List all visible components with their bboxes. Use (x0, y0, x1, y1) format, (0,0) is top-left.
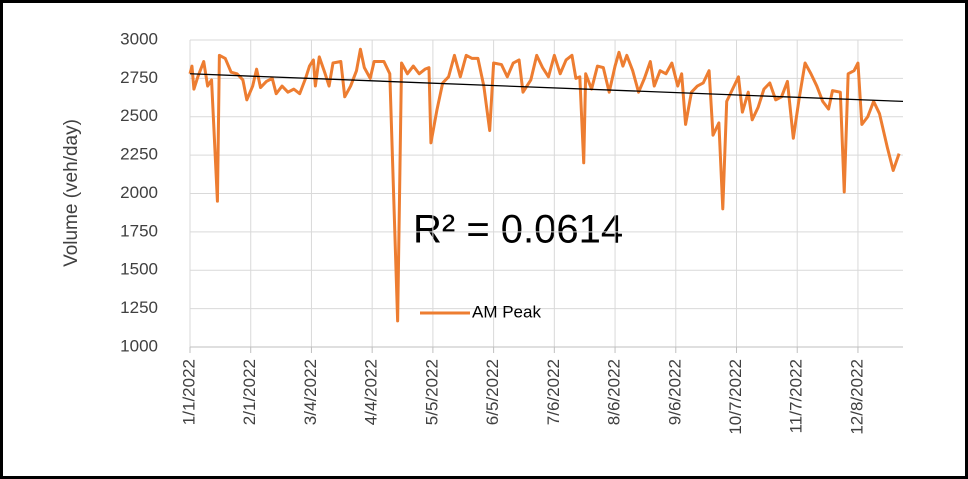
legend-label: AM Peak (472, 302, 541, 321)
annotation: R² = 0.0614 (413, 208, 623, 252)
y-tick-label: 1750 (120, 221, 158, 240)
x-tick-label: 1/1/2022 (179, 359, 198, 425)
y-tick-label: 3000 (120, 29, 158, 48)
x-tick-label: 2/1/2022 (240, 359, 259, 425)
x-tick-label: 8/6/2022 (605, 359, 624, 425)
x-tick-label: 10/7/2022 (726, 359, 745, 435)
y-tick-label: 1000 (120, 336, 158, 355)
x-tick-label: 5/5/2022 (422, 359, 441, 425)
y-tick-label: 2500 (120, 106, 158, 125)
x-tick-label: 6/5/2022 (483, 359, 502, 425)
x-tick-label: 9/6/2022 (665, 359, 684, 425)
y-tick-label: 1250 (120, 298, 158, 317)
x-tick-label: 7/6/2022 (544, 359, 563, 425)
y-tick-label: 2750 (120, 68, 158, 87)
trendline (189, 73, 904, 103)
x-tick-label: 11/7/2022 (787, 359, 806, 433)
series-line (188, 47, 901, 323)
x-tick-label: 4/4/2022 (362, 359, 381, 425)
y-axis-title: Volume (veh/day) (61, 119, 82, 267)
y-tick-label: 1500 (120, 260, 158, 279)
y-tick-label: 2000 (120, 183, 158, 202)
y-tick-label: 2250 (120, 145, 158, 164)
x-tick-label: 3/4/2022 (301, 359, 320, 425)
x-tick-label: 12/8/2022 (847, 359, 866, 435)
